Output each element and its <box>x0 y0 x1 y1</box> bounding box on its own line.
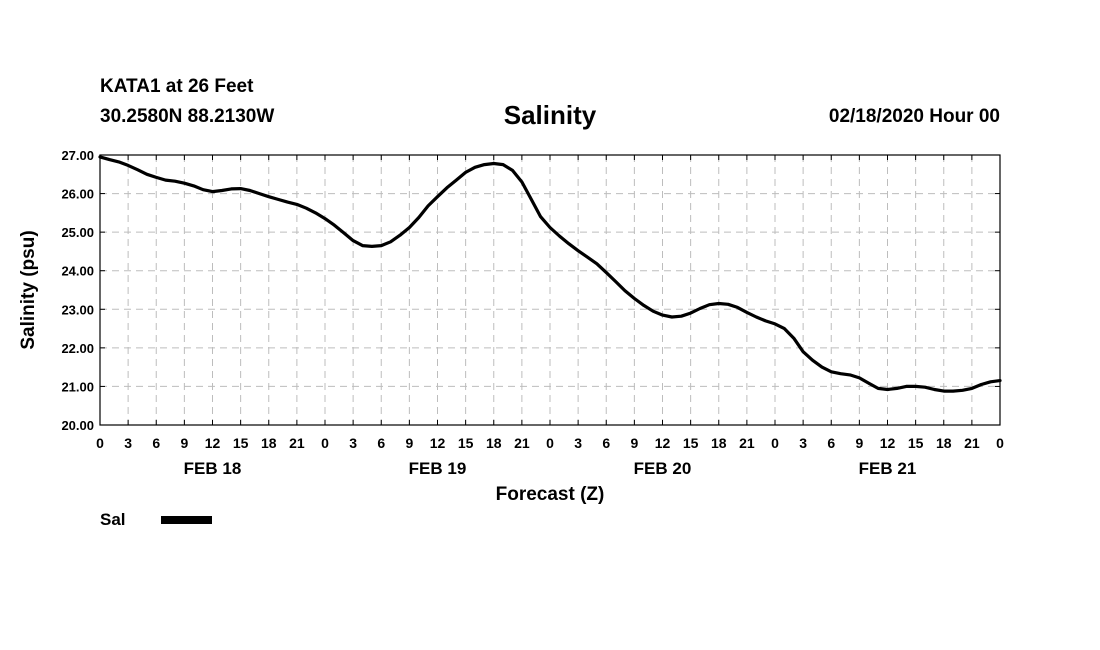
x-tick-label: 12 <box>430 435 446 451</box>
x-tick-label: 15 <box>233 435 249 451</box>
x-tick-label: 18 <box>936 435 952 451</box>
x-tick-label: 21 <box>964 435 980 451</box>
legend-label: Sal <box>100 510 126 529</box>
date-info-label: 02/18/2020 Hour 00 <box>828 106 1000 127</box>
day-label: FEB 20 <box>634 459 692 478</box>
x-tick-labels: 0 3 6 9 12 15 18 21 0 3 6 9 12 15 18 21 0 3 6 9 12 15 18 21 0 3 6 9… <box>96 435 1004 451</box>
grid-lines <box>100 155 1000 425</box>
y-tick-label: 20.00 <box>61 418 94 433</box>
day-label: FEB 18 <box>184 459 242 478</box>
y-tick-label: 26.00 <box>61 187 94 202</box>
x-tick-label: 15 <box>458 435 474 451</box>
y-axis-label: Salinity (psu) <box>18 230 39 349</box>
x-tick-label: 6 <box>377 435 385 451</box>
day-labels: FEB 18 FEB 19 FEB 20 FEB 21 <box>184 459 917 478</box>
x-tick-label: 3 <box>124 435 132 451</box>
x-tick-label: 18 <box>486 435 502 451</box>
x-tick-label: 0 <box>771 435 779 451</box>
x-tick-label: 21 <box>289 435 305 451</box>
x-tick-label: 0 <box>546 435 554 451</box>
x-tick-label: 21 <box>514 435 530 451</box>
y-tick-label: 22.00 <box>61 341 94 356</box>
x-tick-label: 21 <box>739 435 755 451</box>
station-label: KATA1 at 26 Feet <box>100 76 254 97</box>
x-tick-label: 6 <box>602 435 610 451</box>
y-tick-label: 23.00 <box>61 302 94 317</box>
x-tick-label: 9 <box>855 435 863 451</box>
x-tick-label: 15 <box>908 435 924 451</box>
y-tick-labels: 20.00 21.00 22.00 23.00 24.00 25.00 26.00 27.00 <box>61 148 94 433</box>
x-tick-label: 9 <box>630 435 638 451</box>
x-tick-label: 12 <box>205 435 221 451</box>
series-line-sal <box>98 155 1002 393</box>
x-tick-label: 6 <box>152 435 160 451</box>
y-tick-label: 21.00 <box>61 379 94 394</box>
x-tick-label: 0 <box>996 435 1004 451</box>
y-tick-label: 24.00 <box>61 264 94 279</box>
chart-title: Salinity <box>503 100 597 130</box>
x-tick-label: 3 <box>349 435 357 451</box>
x-tick-label: 9 <box>180 435 188 451</box>
day-label: FEB 21 <box>859 459 917 478</box>
x-tick-label: 9 <box>405 435 413 451</box>
x-tick-label: 15 <box>683 435 699 451</box>
legend-swatch <box>161 516 212 524</box>
x-tick-label: 0 <box>321 435 329 451</box>
x-tick-label: 3 <box>574 435 582 451</box>
x-tick-label: 6 <box>827 435 835 451</box>
axis-ticks <box>99 154 1001 426</box>
x-tick-label: 12 <box>655 435 671 451</box>
x-tick-label: 12 <box>880 435 896 451</box>
x-axis-label: Forecast (Z) <box>496 484 605 505</box>
day-label: FEB 19 <box>409 459 467 478</box>
y-tick-label: 27.00 <box>61 148 94 163</box>
y-tick-label: 25.00 <box>61 225 94 240</box>
x-tick-label: 18 <box>261 435 277 451</box>
coordinates-label: 30.2580N 88.2130W <box>100 106 275 127</box>
x-tick-label: 18 <box>711 435 727 451</box>
x-tick-label: 0 <box>96 435 104 451</box>
x-tick-label: 3 <box>799 435 807 451</box>
